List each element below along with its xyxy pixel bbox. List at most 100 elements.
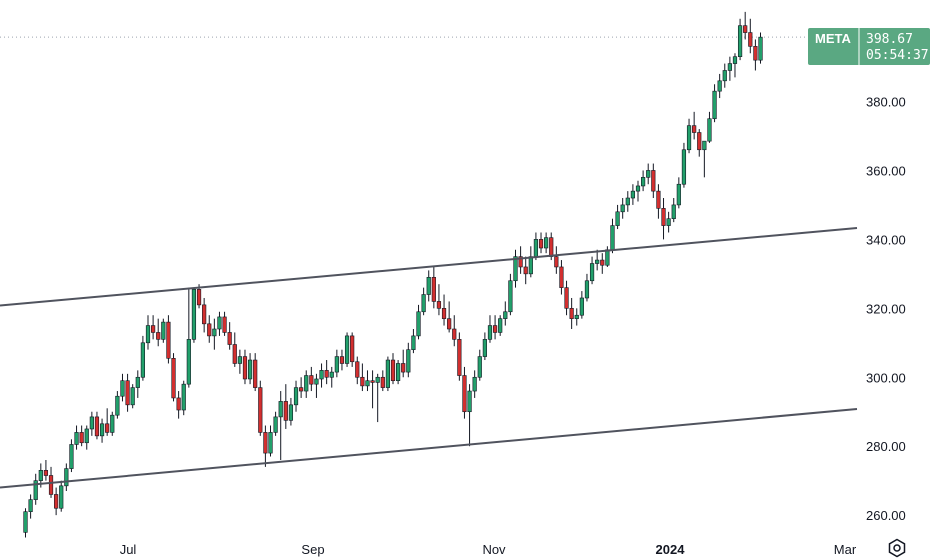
candle-body-up bbox=[676, 183, 681, 206]
candle bbox=[171, 353, 176, 402]
candle bbox=[513, 249, 518, 288]
candle-body-up bbox=[615, 211, 620, 226]
candle bbox=[278, 391, 283, 460]
candle-body-up bbox=[605, 249, 610, 266]
candle bbox=[156, 318, 161, 347]
candle-body-up bbox=[334, 356, 339, 373]
candle-body-up bbox=[584, 280, 590, 299]
candle bbox=[125, 373, 130, 412]
candle bbox=[610, 218, 615, 254]
candle-body-down bbox=[600, 259, 605, 266]
candle bbox=[692, 111, 697, 140]
y-tick-label: 360.00 bbox=[866, 163, 906, 178]
candle bbox=[503, 301, 508, 326]
candle-body-down bbox=[748, 32, 753, 47]
candle-body-down bbox=[125, 380, 130, 406]
time-axis[interactable]: Jul Sep Nov 2024 Mar bbox=[120, 542, 857, 557]
hexagon-gear-icon[interactable] bbox=[887, 538, 907, 558]
candle bbox=[544, 232, 549, 254]
candle-body-down bbox=[380, 376, 385, 388]
candle-body-up bbox=[589, 263, 595, 282]
candle-body-down bbox=[232, 344, 237, 364]
candle-body-up bbox=[722, 70, 727, 82]
candle bbox=[676, 177, 681, 209]
candle bbox=[89, 411, 94, 436]
candle-body-up bbox=[69, 444, 74, 469]
candle-body-down bbox=[43, 470, 49, 476]
candle bbox=[380, 370, 385, 392]
candle-body-down bbox=[564, 287, 569, 309]
candle-body-up bbox=[635, 185, 641, 192]
candle-body-up bbox=[268, 432, 273, 454]
candle bbox=[707, 111, 712, 143]
candle-body-up bbox=[28, 499, 33, 512]
candle bbox=[130, 384, 135, 409]
candle bbox=[299, 377, 304, 398]
candle-body-up bbox=[595, 259, 600, 264]
candle bbox=[472, 370, 477, 398]
candle bbox=[447, 301, 452, 333]
candle bbox=[554, 246, 559, 274]
candle bbox=[492, 315, 498, 340]
y-tick-label: 380.00 bbox=[866, 95, 906, 110]
candle bbox=[237, 349, 242, 374]
candle bbox=[712, 84, 717, 123]
candle bbox=[268, 425, 273, 457]
candle bbox=[727, 56, 732, 81]
candle-body-up bbox=[503, 311, 508, 319]
candle-body-up bbox=[344, 335, 350, 364]
candle bbox=[743, 11, 748, 40]
candle-body-down bbox=[661, 208, 666, 226]
candle bbox=[630, 184, 635, 205]
candle-body-up bbox=[528, 256, 533, 275]
candle-body-up bbox=[610, 225, 615, 251]
candle-body-up bbox=[487, 325, 493, 340]
y-tick-label: 280.00 bbox=[866, 439, 906, 454]
candle-body-up bbox=[717, 80, 722, 92]
lower-channel-line[interactable] bbox=[0, 407, 858, 489]
candle bbox=[390, 353, 396, 385]
candle bbox=[110, 411, 115, 436]
last-price-label: 398.67 bbox=[866, 32, 913, 47]
candle bbox=[426, 270, 431, 302]
candle bbox=[145, 315, 151, 350]
candle bbox=[421, 287, 426, 316]
x-tick-label: 2024 bbox=[656, 542, 686, 557]
price-axis[interactable]: 260.00 280.00 300.00 320.00 340.00 360.00 380.… bbox=[866, 95, 906, 524]
candle-body-up bbox=[482, 339, 487, 357]
candle-body-up bbox=[758, 36, 763, 61]
candle-body-down bbox=[48, 475, 54, 495]
y-tick-label: 260.00 bbox=[866, 508, 906, 523]
candle-body-down bbox=[538, 239, 544, 249]
candle bbox=[462, 366, 467, 419]
candle-body-up bbox=[416, 311, 421, 337]
candle-body-up bbox=[130, 387, 135, 406]
candle-body-up bbox=[110, 414, 115, 433]
candle-body-up bbox=[732, 56, 738, 64]
candle bbox=[43, 459, 49, 481]
candle-body-up bbox=[574, 314, 579, 319]
trendlines[interactable] bbox=[0, 227, 858, 489]
candle bbox=[753, 39, 758, 71]
candle bbox=[263, 425, 268, 467]
candle bbox=[140, 335, 145, 381]
candle-body-up bbox=[278, 401, 283, 418]
candle-body-up bbox=[712, 90, 717, 120]
candle bbox=[406, 342, 411, 378]
candle bbox=[283, 384, 288, 429]
candle-body-up bbox=[145, 325, 151, 344]
candle-body-up bbox=[365, 380, 370, 387]
candle-body-up bbox=[38, 470, 43, 481]
candle bbox=[732, 53, 738, 78]
candle-body-up bbox=[498, 318, 503, 333]
candle-body-up bbox=[217, 316, 222, 330]
candle bbox=[314, 373, 319, 398]
candle-body-up bbox=[666, 218, 671, 226]
candle bbox=[748, 18, 753, 54]
upper-channel-line[interactable] bbox=[0, 227, 858, 307]
candle-body-up bbox=[247, 359, 253, 380]
candle-body-down bbox=[753, 46, 758, 61]
x-tick-label: Nov bbox=[482, 542, 506, 557]
candle-body-up bbox=[533, 239, 539, 257]
